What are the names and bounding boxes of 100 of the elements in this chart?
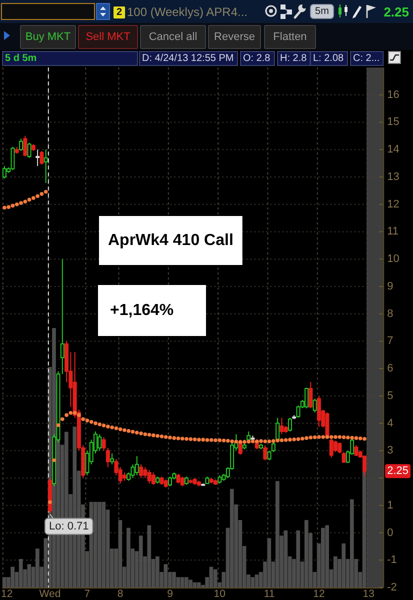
- candlestick: [354, 444, 358, 457]
- y-tick-label: 13: [387, 170, 400, 183]
- candlestick: [259, 443, 264, 450]
- bar: [304, 520, 308, 588]
- candlestick: [40, 150, 44, 166]
- bar: [188, 580, 192, 588]
- candlestick: [139, 464, 144, 479]
- callout-label: Lo: 0.71: [44, 514, 94, 535]
- bar: [350, 499, 354, 588]
- x-tick-label: 12: [0, 588, 13, 600]
- symbol-cell: 5 d 5m: [2, 51, 138, 66]
- candlestick: [205, 476, 210, 485]
- candlestick: [147, 469, 152, 484]
- bar: [333, 556, 338, 588]
- bar: [102, 502, 106, 588]
- bar: [276, 481, 280, 588]
- candlestick: [316, 395, 321, 428]
- bar: [180, 577, 184, 588]
- bar: [254, 574, 259, 588]
- bar: [126, 528, 130, 588]
- y-tick-label: 4: [387, 417, 394, 430]
- y-tick-label: 8: [387, 308, 394, 320]
- y-tick-label: 12: [387, 198, 400, 210]
- candlestick: [288, 417, 292, 432]
- bar: [296, 530, 300, 588]
- flatten-button: Flatten: [264, 25, 316, 49]
- sell-button: Sell MKT: [78, 25, 138, 49]
- annotation: AprWk4 410 Call: [108, 232, 234, 249]
- bar: [164, 564, 168, 588]
- x-tick-label: 13: [362, 588, 375, 600]
- bar: [342, 543, 346, 588]
- bar: [156, 556, 160, 588]
- bar: [172, 572, 176, 588]
- candlestick: [168, 476, 172, 487]
- candlestick: [209, 478, 214, 484]
- text: 2.25: [384, 4, 409, 20]
- x-tick-label: Wed: [39, 588, 61, 600]
- y-tick-label: 5: [387, 390, 394, 402]
- candlestick: [312, 398, 317, 413]
- y-tick-label: 14: [387, 144, 400, 156]
- candlestick: [180, 476, 184, 487]
- open-cell: O: 2.8: [240, 51, 275, 66]
- bar: [98, 502, 102, 588]
- candlestick: [31, 144, 36, 152]
- bar: [10, 566, 15, 588]
- note-box: +1,164%: [98, 285, 206, 336]
- price-tag: 2.25: [385, 464, 410, 478]
- candlestick: [151, 472, 156, 486]
- bar: [93, 502, 98, 588]
- y-tick-label: 10: [387, 253, 400, 266]
- candlestick: [160, 476, 164, 486]
- bar: [321, 528, 325, 588]
- candlestick: [156, 476, 160, 484]
- candlestick: [110, 452, 114, 465]
- candlestick: [184, 476, 189, 486]
- text: 100 (Weeklys) APR4...: [127, 5, 248, 19]
- note-box: AprWk4 410 Call: [99, 216, 242, 265]
- candlestick: [308, 381, 313, 409]
- candlestick: [201, 483, 206, 486]
- candlestick: [19, 138, 24, 152]
- candlestick: [14, 146, 19, 154]
- y-tick-label: 3: [387, 444, 394, 457]
- bar: [36, 548, 40, 588]
- bar: [250, 577, 255, 588]
- candlestick: [304, 387, 309, 409]
- count-badge: 2: [114, 6, 126, 18]
- bar: [138, 536, 143, 588]
- interval-button: 5m: [310, 4, 334, 19]
- bar: [267, 538, 272, 588]
- bar: [18, 558, 23, 588]
- candlestick: [250, 435, 255, 442]
- annotation: +1,164%: [110, 302, 174, 319]
- y-tick-label: 15: [387, 116, 400, 128]
- candlestick: [196, 480, 201, 487]
- candlestick: [2, 166, 6, 179]
- candlestick: [338, 442, 342, 454]
- x-tick-label: 10: [214, 588, 226, 600]
- candlestick: [44, 149, 48, 184]
- close-cell: C: 2...: [350, 51, 384, 66]
- candlestick: [164, 478, 168, 488]
- candlestick: [176, 473, 180, 484]
- bar: [325, 525, 330, 588]
- candlestick: [23, 135, 28, 157]
- candlestick: [342, 452, 346, 464]
- candlestick: [218, 474, 222, 484]
- candlestick: [134, 456, 139, 476]
- buy-button: Buy MKT: [20, 25, 76, 49]
- high-cell: H: 2.8: [277, 51, 311, 66]
- cancel-button: Cancel all: [140, 25, 206, 49]
- y-tick-label: 7: [387, 335, 394, 348]
- x-tick-label: 9: [167, 588, 174, 600]
- y-tick-label: 9: [387, 280, 394, 292]
- candlestick: [292, 414, 296, 420]
- date-cell: D: 4/24/13 12:55 PM: [139, 51, 238, 66]
- y-tick-label: 6: [387, 362, 394, 375]
- bar: [284, 530, 288, 588]
- x-tick-label: 7: [84, 588, 90, 600]
- candlestick: [27, 142, 32, 158]
- annotation: Lo: 0.71: [48, 520, 89, 532]
- y-tick-label: 11: [387, 226, 399, 238]
